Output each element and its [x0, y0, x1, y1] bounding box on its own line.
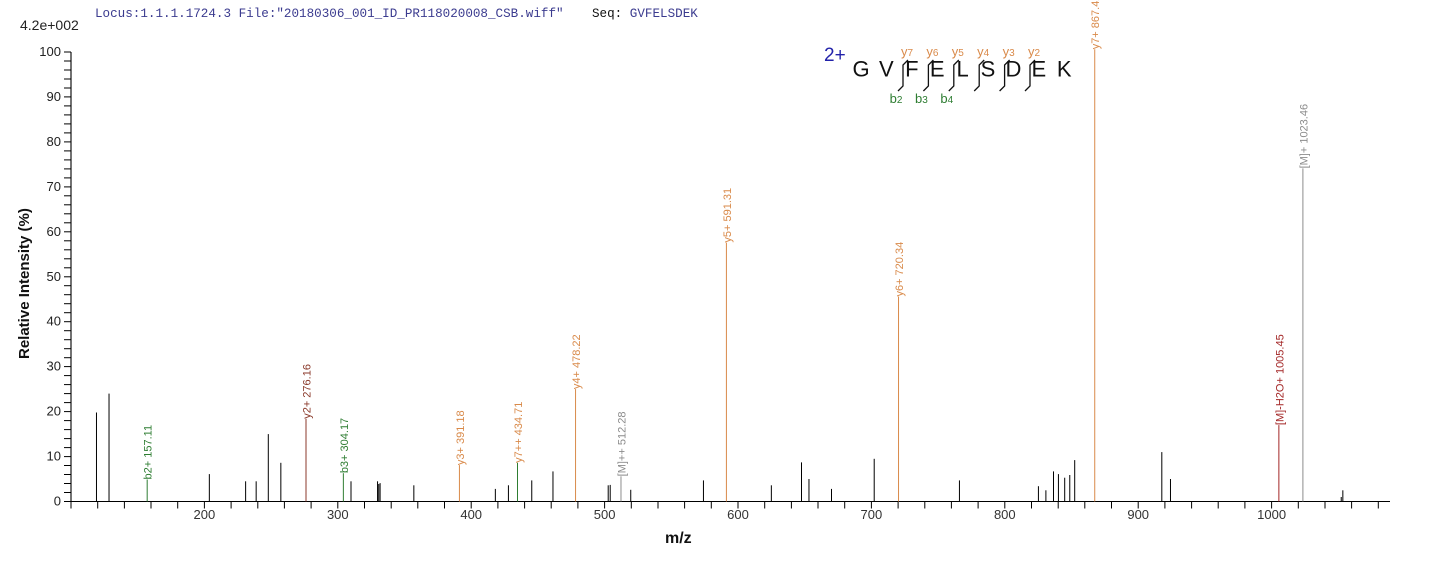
svg-text:y7+ 867.42: y7+ 867.42	[1090, 0, 1102, 49]
svg-text:90: 90	[47, 89, 61, 104]
svg-text:0: 0	[54, 494, 61, 509]
svg-text:V: V	[879, 57, 894, 82]
svg-text:y4: y4	[977, 44, 990, 59]
svg-text:500: 500	[594, 507, 616, 522]
svg-text:b2+ 157.11: b2+ 157.11	[143, 425, 155, 480]
svg-text:y3+ 391.18: y3+ 391.18	[455, 410, 467, 465]
svg-text:200: 200	[194, 507, 216, 522]
svg-text:70: 70	[47, 179, 61, 194]
svg-text:K: K	[1057, 57, 1072, 82]
svg-text:G: G	[852, 57, 869, 82]
svg-text:800: 800	[994, 507, 1016, 522]
svg-text:60: 60	[47, 224, 61, 239]
svg-text:100: 100	[39, 44, 61, 59]
svg-text:E: E	[1031, 57, 1046, 82]
svg-text:y5: y5	[952, 44, 965, 59]
svg-text:D: D	[1005, 57, 1021, 82]
svg-text:y6: y6	[926, 44, 939, 59]
svg-text:300: 300	[327, 507, 349, 522]
svg-text:30: 30	[47, 359, 61, 374]
svg-text:600: 600	[727, 507, 749, 522]
svg-text:900: 900	[1127, 507, 1149, 522]
svg-text:y7++ 434.71: y7++ 434.71	[513, 402, 525, 463]
svg-text:y2+ 276.16: y2+ 276.16	[302, 364, 314, 419]
svg-text:400: 400	[460, 507, 482, 522]
svg-text:y3: y3	[1003, 44, 1016, 59]
svg-text:20: 20	[47, 404, 61, 419]
svg-text:40: 40	[47, 314, 61, 329]
svg-text:b3: b3	[915, 91, 928, 106]
svg-text:S: S	[981, 57, 996, 82]
svg-text:80: 80	[47, 134, 61, 149]
svg-text:y2: y2	[1028, 44, 1041, 59]
svg-text:700: 700	[861, 507, 883, 522]
svg-text:1000: 1000	[1257, 507, 1286, 522]
svg-text:y5+ 591.31: y5+ 591.31	[722, 188, 734, 243]
svg-text:y4+ 478.22: y4+ 478.22	[571, 334, 583, 389]
svg-text:y6+ 720.34: y6+ 720.34	[894, 242, 906, 297]
svg-text:b3+ 304.17: b3+ 304.17	[339, 418, 351, 473]
svg-text:y7: y7	[901, 44, 914, 59]
svg-text:b4: b4	[940, 91, 953, 106]
svg-text:10: 10	[47, 449, 61, 464]
svg-text:b2: b2	[890, 91, 903, 106]
svg-text:[M]++ 512.28: [M]++ 512.28	[616, 412, 628, 477]
svg-text:E: E	[930, 57, 945, 82]
svg-text:50: 50	[47, 269, 61, 284]
svg-text:[M]+ 1023.46: [M]+ 1023.46	[1298, 104, 1310, 169]
svg-text:[M]-H2O+ 1005.45: [M]-H2O+ 1005.45	[1274, 334, 1286, 425]
svg-text:2+: 2+	[824, 45, 846, 66]
